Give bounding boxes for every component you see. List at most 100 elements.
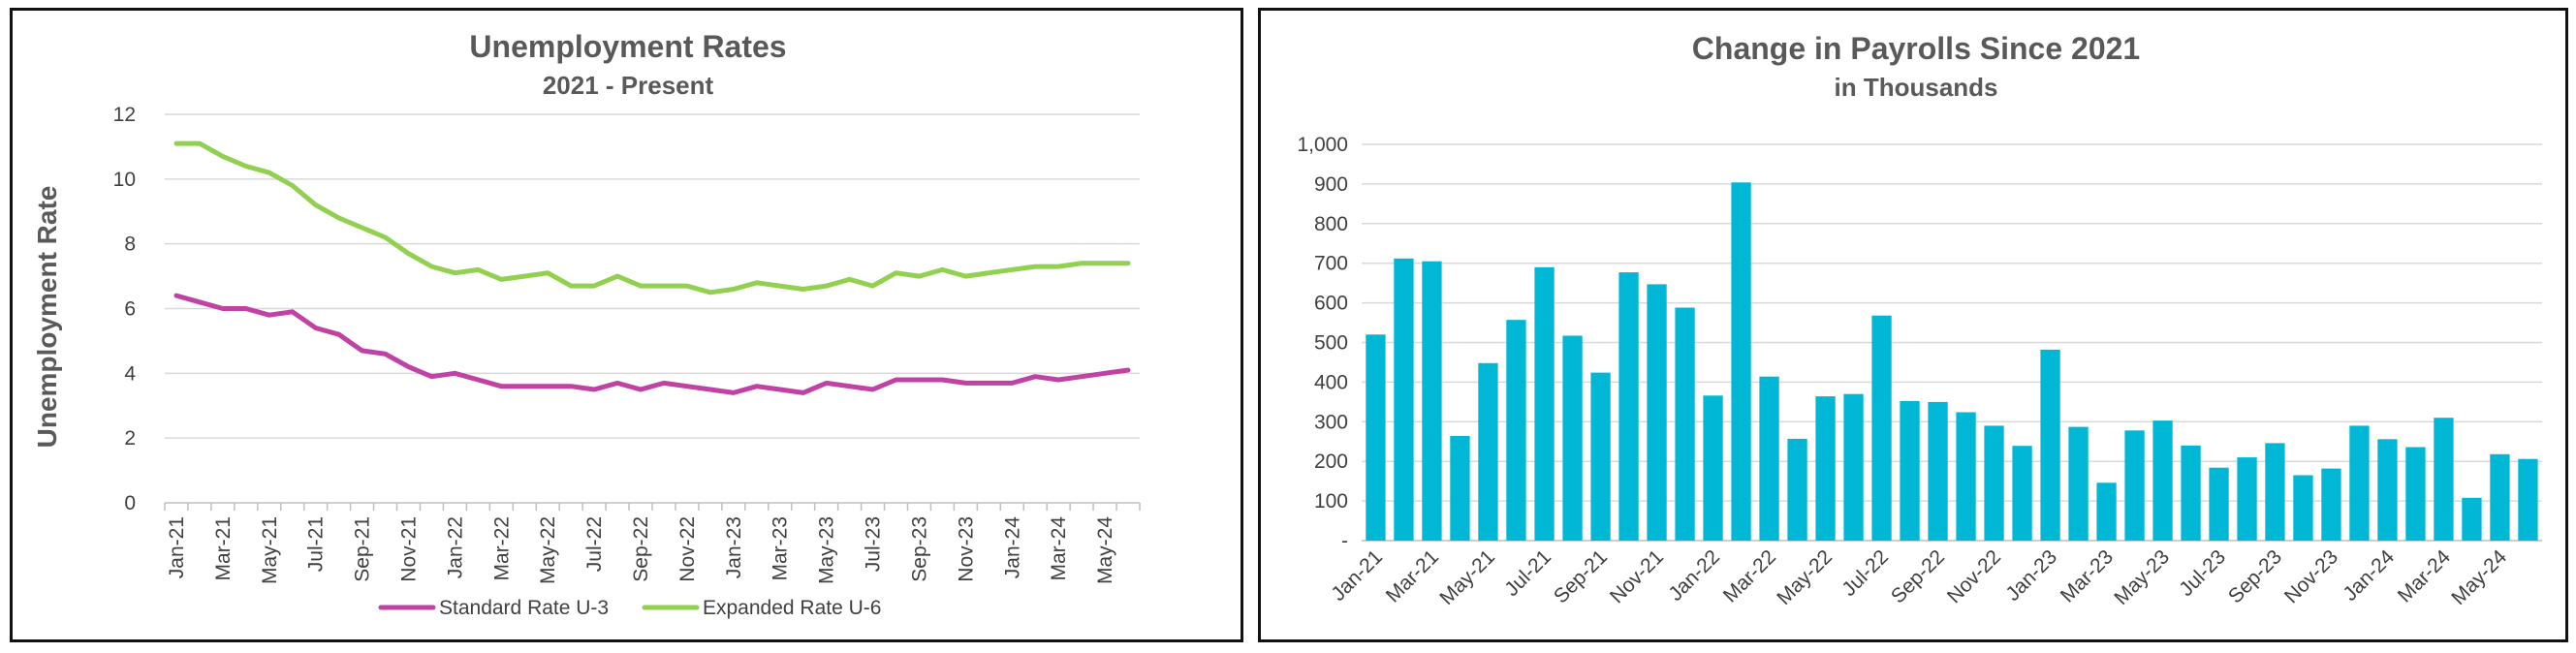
- bar: [2124, 430, 2145, 541]
- x-tick-label: Mar-21: [1382, 545, 1443, 606]
- bar: [2096, 482, 2117, 541]
- x-tick-label: Mar-21: [212, 516, 235, 581]
- y-tick-label: 700: [1314, 253, 1348, 275]
- bar: [1900, 401, 1920, 541]
- y-tick-label: 500: [1314, 332, 1348, 355]
- bar: [2068, 426, 2089, 541]
- y-tick-label: 1,000: [1297, 134, 1348, 156]
- y-tick-label: 100: [1314, 490, 1348, 513]
- x-tick-label: Jan-21: [1327, 545, 1387, 606]
- bar: [1675, 307, 1695, 541]
- bar: [2012, 446, 2032, 541]
- x-tick-label: Nov-23: [955, 516, 977, 582]
- y-axis-ticks: - 100 200 300 400 500 600 700 800 900 1,000: [1297, 134, 1348, 552]
- x-tick-label: May-22: [537, 516, 559, 584]
- bar: [2518, 458, 2538, 541]
- bar: [2181, 445, 2201, 541]
- x-tick-label: Jan-24: [1001, 516, 1023, 579]
- bar: [2152, 420, 2173, 541]
- x-tick-label: May-23: [2110, 545, 2174, 609]
- legend: Standard Rate U-3 Expanded Rate U-6: [378, 597, 881, 619]
- y-tick-label: 12: [113, 104, 136, 126]
- y-tick-label: -: [1341, 530, 1348, 552]
- bar: [1590, 372, 1611, 541]
- unemployment-rates-chart: Unemployment Rates 2021 - Present Unempl…: [32, 29, 1141, 619]
- x-tick-label: Mar-23: [2057, 545, 2118, 606]
- gridlines: [165, 113, 1140, 504]
- x-tick-label: Mar-24: [1048, 516, 1070, 581]
- bar: [2265, 443, 2285, 541]
- x-tick-label: Mar-24: [2394, 545, 2456, 607]
- x-tick-label: Jan-22: [1664, 545, 1724, 606]
- bar: [2405, 447, 2426, 541]
- bar: [2377, 439, 2398, 541]
- x-tick-label: Sep-23: [908, 516, 930, 582]
- x-tick-label: Sep-22: [1887, 545, 1949, 607]
- payrolls-chart-panel: Change in Payrolls Since 2021 in Thousan…: [1258, 8, 2568, 642]
- x-tick-label: Mar-23: [770, 516, 792, 581]
- bar: [1843, 393, 1864, 541]
- unemployment-chart-panel: Unemployment Rates 2021 - Present Unempl…: [10, 8, 1243, 642]
- x-tick-label: Nov-22: [676, 516, 699, 582]
- series-line-u6: [173, 140, 1131, 295]
- x-tick-label: Nov-21: [1606, 545, 1668, 607]
- x-tick-label: Sep-22: [630, 516, 652, 582]
- x-tick-label: Sep-23: [2224, 545, 2286, 607]
- y-tick-label: 6: [124, 298, 136, 321]
- bar: [2237, 457, 2257, 541]
- x-tick-label: Jul-21: [1500, 545, 1555, 601]
- bar: [1815, 396, 1836, 541]
- bar: [1534, 266, 1555, 541]
- x-tick-label: Jul-23: [2175, 545, 2230, 601]
- y-tick-label: 600: [1314, 293, 1348, 315]
- y-tick-label: 300: [1314, 411, 1348, 433]
- x-tick-label: Jan-22: [444, 516, 466, 578]
- bar: [1562, 335, 1583, 541]
- bar: [2209, 467, 2229, 541]
- x-axis: Jan-21 Mar-21 May-21 Jul-21 Sep-21 Nov-21 Jan-…: [164, 503, 1141, 584]
- bar: [1366, 334, 1386, 541]
- y-tick-label: 900: [1314, 173, 1348, 196]
- x-tick-label: May-21: [259, 516, 281, 584]
- chart-title: Change in Payrolls Since 2021: [1692, 31, 2140, 66]
- x-tick-label: Jan-23: [2001, 545, 2061, 606]
- series-line-u3: [173, 293, 1131, 395]
- bar: [1506, 320, 1526, 541]
- x-tick-label: Jul-22: [1838, 545, 1893, 601]
- y-tick-label: 400: [1314, 371, 1348, 393]
- x-tick-label: May-23: [816, 516, 838, 584]
- bar: [1450, 436, 1470, 541]
- x-tick-label: Sep-21: [352, 516, 374, 582]
- y-tick-label: 800: [1314, 213, 1348, 235]
- bar: [1956, 412, 1976, 541]
- x-tick-label: Jul-21: [305, 516, 328, 572]
- x-tick-label: Jul-22: [583, 516, 606, 572]
- bar: [2293, 475, 2313, 541]
- y-tick-label: 2: [124, 427, 136, 450]
- bar: [1928, 401, 1948, 541]
- x-tick-label: Sep-21: [1550, 545, 1612, 607]
- bar: [2321, 468, 2341, 541]
- payrolls-change-chart: Change in Payrolls Since 2021 in Thousan…: [1297, 31, 2542, 609]
- x-tick-label: May-22: [1773, 545, 1837, 609]
- x-tick-label: Nov-21: [398, 516, 421, 582]
- x-tick-label: Mar-22: [1719, 545, 1780, 606]
- gridlines: [1362, 143, 2542, 542]
- x-tick-label: Jul-23: [863, 516, 885, 572]
- x-tick-label: May-21: [1435, 545, 1499, 609]
- y-axis-ticks: 0 2 4 6 8 10 12: [113, 104, 137, 514]
- x-tick-label: Jan-24: [2339, 545, 2399, 606]
- bar: [1394, 258, 1414, 541]
- x-tick-label: Jan-21: [166, 516, 188, 578]
- bars: [1366, 182, 2538, 542]
- chart-subtitle: 2021 - Present: [543, 71, 714, 100]
- bar: [1422, 261, 1442, 541]
- legend-label: Standard Rate U-3: [439, 597, 609, 619]
- bar: [1731, 182, 1751, 542]
- bar: [2490, 453, 2510, 541]
- x-tick-label: Jan-23: [723, 516, 745, 578]
- legend-label: Expanded Rate U-6: [703, 597, 881, 619]
- x-tick-label: Mar-22: [490, 516, 513, 581]
- bar: [1703, 395, 1723, 541]
